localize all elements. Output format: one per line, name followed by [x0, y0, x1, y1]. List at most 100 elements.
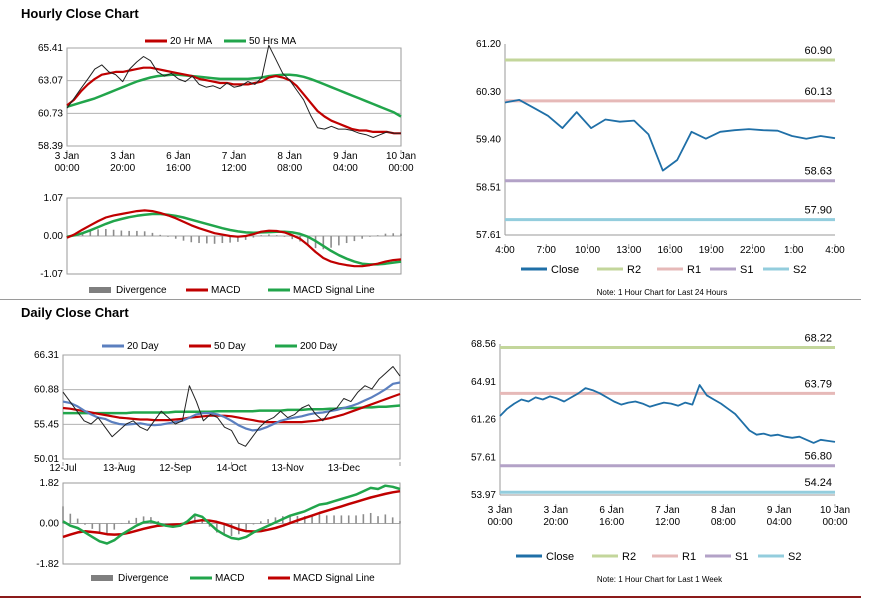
x-tick-label: 16:00: [599, 517, 624, 528]
x-tick-label: 13:00: [616, 245, 641, 256]
x-tick-label: 12-Jul: [49, 463, 76, 474]
legend-item-r1: R1: [687, 264, 701, 276]
legend-item-r2: R2: [627, 264, 641, 276]
daily-section-title: Daily Close Chart: [21, 305, 129, 320]
x-tick-label: 20:00: [110, 163, 135, 174]
legend-item-s1: S1: [735, 551, 748, 563]
x-tick-label: 12-Sep: [159, 463, 192, 474]
y-tick-label: 60.88: [34, 385, 59, 396]
bottom-divider: [0, 596, 861, 598]
x-tick-label: 04:00: [333, 163, 358, 174]
y-tick-label: 57.61: [476, 230, 501, 241]
y-tick-label: 59.40: [476, 135, 501, 146]
x-tick-label: 1:00: [784, 245, 804, 256]
series-line-close: [66, 44, 401, 138]
level-label-r1: 60.13: [804, 86, 832, 98]
x-tick-label: 9 Jan: [767, 505, 791, 516]
legend-item-divergence-swatch: [91, 575, 113, 581]
legend-item-s2: S2: [788, 551, 801, 563]
y-tick-label: 58.51: [476, 182, 501, 193]
legend-item-s1: S1: [740, 264, 753, 276]
series-line-macd-signal-line: [66, 212, 402, 266]
x-tick-label: 4:00: [825, 245, 845, 256]
x-tick-label: 00:00: [822, 517, 847, 528]
series-line-macd: [62, 484, 401, 545]
series-line-50-day: [62, 392, 401, 424]
level-label-r1: 63.79: [804, 378, 832, 390]
x-tick-label: 14-Oct: [216, 463, 246, 474]
x-tick-label: 4:00: [495, 245, 515, 256]
level-label-r2: 68.22: [804, 333, 832, 345]
legend-item-macd-signal-line: MACD Signal Line: [293, 573, 375, 584]
legend-item-20-day: 20 Day: [127, 341, 159, 352]
y-tick-label: 1.07: [44, 193, 64, 204]
x-tick-label: 3 Jan: [55, 151, 79, 162]
x-tick-label: 8 Jan: [277, 151, 301, 162]
y-tick-label: -1.82: [36, 559, 59, 570]
y-tick-label: 55.45: [34, 419, 59, 430]
x-tick-label: 13-Dec: [328, 463, 360, 474]
series-line-close: [504, 99, 836, 172]
x-tick-label: 7 Jan: [222, 151, 246, 162]
x-tick-label: 12:00: [221, 163, 246, 174]
y-tick-label: 64.91: [471, 377, 496, 388]
series-line-50-hrs-ma: [66, 73, 402, 118]
y-tick-label: 68.56: [471, 339, 496, 350]
x-tick-label: 6 Jan: [599, 505, 623, 516]
level-label-r2: 60.90: [804, 45, 832, 57]
x-tick-label: 16:00: [657, 245, 682, 256]
legend-item-macd: MACD: [211, 285, 240, 296]
y-tick-label: 61.26: [471, 415, 496, 426]
legend-item-r2: R2: [622, 551, 636, 563]
x-tick-label: 8 Jan: [711, 505, 735, 516]
series-line-macd: [66, 209, 402, 268]
legend-item-20-hr-ma: 20 Hr MA: [170, 36, 213, 47]
series-line-close: [62, 366, 401, 447]
plot-frame: [66, 47, 402, 147]
x-tick-label: 16:00: [166, 163, 191, 174]
y-tick-label: 66.31: [34, 350, 59, 361]
y-tick-label: 60.30: [476, 87, 501, 98]
y-tick-label: 0.00: [44, 231, 64, 242]
x-tick-label: 3 Jan: [488, 505, 512, 516]
legend-item-s2: S2: [793, 264, 806, 276]
x-tick-label: 9 Jan: [333, 151, 357, 162]
level-label-s2: 57.90: [804, 205, 832, 217]
legend-item-50-day: 50 Day: [214, 341, 246, 352]
y-tick-label: 65.41: [38, 43, 63, 54]
legend-item-close: Close: [546, 551, 574, 563]
x-tick-label: 12:00: [655, 517, 680, 528]
y-tick-label: 58.39: [38, 141, 63, 152]
x-tick-label: 13-Nov: [272, 463, 304, 474]
y-tick-label: 61.20: [476, 39, 501, 50]
y-tick-label: 57.61: [471, 452, 496, 463]
legend-item-r1: R1: [682, 551, 696, 563]
x-tick-label: 08:00: [277, 163, 302, 174]
level-label-s1: 58.63: [804, 166, 832, 178]
x-tick-label: 3 Jan: [544, 505, 568, 516]
legend-item-200-day: 200 Day: [300, 341, 337, 352]
y-tick-label: 53.97: [471, 490, 496, 501]
x-tick-label: 22:00: [740, 245, 765, 256]
y-tick-label: 50.01: [34, 454, 59, 465]
level-label-s1: 56.80: [804, 451, 832, 463]
x-tick-label: 7 Jan: [655, 505, 679, 516]
series-line-20-hr-ma: [66, 66, 401, 135]
x-tick-label: 19:00: [699, 245, 724, 256]
x-tick-label: 7:00: [537, 245, 557, 256]
x-tick-label: 00:00: [54, 163, 79, 174]
x-tick-label: 10:00: [575, 245, 600, 256]
y-tick-label: -1.07: [40, 269, 63, 280]
x-tick-label: 08:00: [711, 517, 736, 528]
x-tick-label: 13-Aug: [103, 463, 135, 474]
x-tick-label: 10 Jan: [386, 151, 416, 162]
x-tick-label: 04:00: [767, 517, 792, 528]
chart-note: Note: 1 Hour Chart for Last 1 Week: [597, 575, 723, 584]
level-label-s2: 54.24: [804, 477, 832, 489]
x-tick-label: 00:00: [487, 517, 512, 528]
x-tick-label: 20:00: [543, 517, 568, 528]
x-tick-label: 3 Jan: [110, 151, 134, 162]
legend-item-macd: MACD: [215, 573, 244, 584]
y-tick-label: 1.82: [40, 478, 60, 489]
x-tick-label: 10 Jan: [820, 505, 850, 516]
